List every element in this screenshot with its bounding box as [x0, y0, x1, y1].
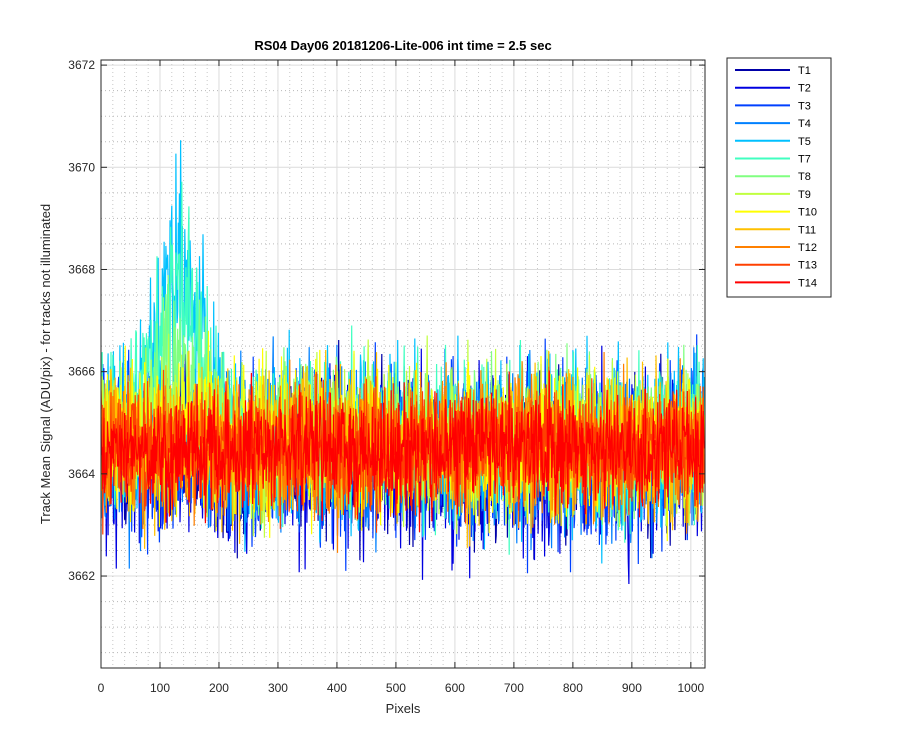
x-tick-label: 0 — [98, 681, 105, 695]
x-tick-label: 600 — [445, 681, 465, 695]
chart-title: RS04 Day06 20181206-Lite-006 int time = … — [254, 38, 551, 53]
y-tick-label: 3662 — [68, 569, 95, 583]
legend: T1 T2 T3 T4 T5 T7 T8 T9 T10 T11 T12 T13 T14 — [726, 57, 832, 298]
x-tick-label: 300 — [268, 681, 288, 695]
y-tick-label: 3672 — [68, 58, 95, 72]
x-tick-label: 700 — [504, 681, 524, 695]
series-line-t14 — [101, 370, 705, 533]
series-layer — [101, 140, 705, 585]
legend-label-t1: T1 — [798, 65, 811, 77]
legend-label-t13: T13 — [798, 260, 817, 272]
plot-frame — [100, 59, 706, 669]
legend-label-t7: T7 — [798, 154, 811, 166]
legend-label-t10: T10 — [798, 207, 817, 219]
legend-label-t11: T11 — [798, 224, 816, 236]
y-tick-label: 3664 — [68, 467, 95, 481]
legend-label-t8: T8 — [798, 171, 811, 183]
x-tick-label: 500 — [386, 681, 406, 695]
legend-label-t3: T3 — [798, 100, 811, 112]
legend-label-t9: T9 — [798, 189, 811, 201]
y-tick-label: 3668 — [68, 262, 95, 276]
legend-label-t12: T12 — [798, 242, 817, 254]
legend-label-t5: T5 — [798, 136, 811, 148]
y-axis-label: Track Mean Signal (ADU/pix) - for tracks… — [38, 204, 53, 524]
x-tick-label: 200 — [209, 681, 229, 695]
x-tick-label: 100 — [150, 681, 170, 695]
legend-label-t4: T4 — [798, 118, 811, 130]
x-tick-label: 1000 — [677, 681, 704, 695]
axis-ticks: 0 100 200 300 400 500 600 700 800 900 1000 3662 3664… — [68, 58, 705, 695]
x-tick-label: 400 — [327, 681, 347, 695]
plot-background — [101, 60, 705, 668]
data-area — [101, 140, 705, 585]
legend-label-t14: T14 — [798, 277, 817, 289]
legend-label-t2: T2 — [798, 83, 811, 95]
x-axis-label: Pixels — [386, 701, 421, 716]
y-tick-label: 3670 — [68, 160, 95, 174]
x-tick-label: 900 — [622, 681, 642, 695]
y-tick-label: 3666 — [68, 365, 95, 379]
x-tick-label: 800 — [563, 681, 583, 695]
legend-box — [726, 57, 832, 298]
